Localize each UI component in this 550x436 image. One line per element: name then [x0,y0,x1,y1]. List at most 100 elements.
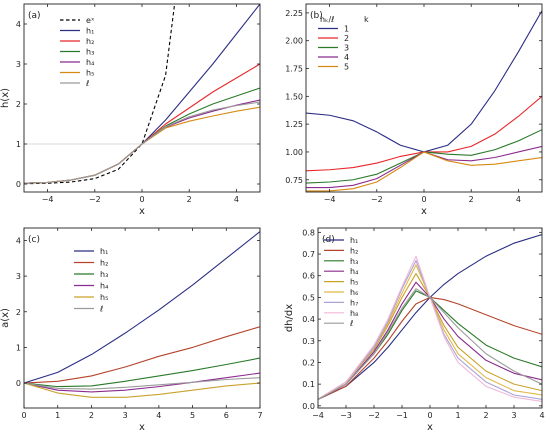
series-line-4 [24,87,260,184]
series-line-1 [318,233,542,400]
x-tick-label: 5 [190,411,195,420]
x-axis-label: x [139,422,145,433]
panel-label: (b) [310,11,323,21]
y-tick-label: 3 [16,60,21,69]
x-tick-label: 7 [257,411,262,420]
y-tick-label: 0.0 [302,402,315,411]
x-tick-label: 3 [511,411,516,420]
y-tick-label: 2 [16,100,21,109]
panel-label: (c) [28,235,40,245]
legend-entry-label: 2 [344,34,349,43]
series-line-1 [306,10,542,153]
x-tick-label: −2 [89,195,101,204]
legend-entry-label: h₄ [100,282,108,291]
y-tick-label: 1.25 [285,120,303,129]
legend-entry-label: 5 [344,63,349,72]
series-line-3 [24,63,260,184]
series-line-5 [318,272,542,400]
legend-entry-label: h₅ [100,293,108,302]
x-axis-label: x [421,206,427,217]
y-tick-label: 2.25 [285,9,303,18]
y-tick-label: 1.50 [285,92,303,101]
legend-entry-label: ℓ [349,319,353,328]
y-tick-label: 0 [16,180,21,189]
x-tick-label: 4 [516,195,521,204]
legend-entry-label: h₅ [350,278,358,287]
x-tick-label: 4 [539,411,544,420]
x-tick-label: −3 [340,411,352,420]
series-line-7 [318,259,542,400]
legend-entry-label: h₄ [350,267,358,276]
x-tick-label: 0 [21,411,26,420]
y-tick-label: 0.7 [302,250,315,259]
series-line-2 [24,326,260,384]
legend-entry-label: 4 [344,53,349,62]
series-group [24,4,260,185]
x-axis-label: x [139,206,145,217]
y-tick-label: 2.00 [285,37,303,46]
series-line-7 [24,101,260,184]
legend-entry-label: h₃ [350,257,358,266]
legend-title-k: k [364,15,369,24]
series-line-6 [24,377,260,390]
series-line-5 [306,151,542,192]
x-tick-label: −1 [396,411,408,420]
series-line-9 [318,288,542,400]
y-tick-label: 4 [16,236,21,245]
x-tick-label: −2 [371,195,383,204]
y-tick-label: 0 [16,379,21,388]
y-tick-label: 0.1 [302,380,315,389]
y-tick-label: 2 [16,308,21,317]
y-tick-label: 0.75 [285,176,303,185]
y-tick-label: 1 [16,343,21,352]
chart-panel-3: 0 1 2 3 4 5 6 7 0 1 2 3 4 x a(x) (c) h₁ h₂ h₃ h₄ h₅ ℓ [0,227,263,433]
x-tick-label: 2 [89,411,94,420]
legend-entry-label: ℓ [99,305,103,314]
y-tick-label: 1.00 [285,148,303,157]
panel-label: (a) [28,11,41,21]
series-line-4 [318,281,542,400]
x-tick-label: 1 [55,411,60,420]
y-tick-label: 0.6 [302,272,315,281]
legend: h₁ h₂ h₃ h₄ h₅ ℓ [74,247,108,314]
legend-entry-label: h₅ [86,69,94,78]
legend-entry-label: h₄ [86,58,94,67]
x-tick-label: 6 [224,411,229,420]
plot-frame [23,227,261,409]
legend-entry-label: 1 [344,25,349,34]
series-line-4 [24,372,260,393]
legend-entry-label: eˣ [86,16,95,25]
x-tick-label: 2 [187,195,192,204]
x-axis-label: x [427,422,433,433]
x-tick-label: 1 [455,411,460,420]
x-tick-label: 2 [483,411,488,420]
series-line-8 [318,255,542,403]
series-group [318,233,542,403]
legend-entry-label: h₂ [100,259,108,268]
legend-entry-label: h₃ [86,48,94,57]
chart-panel-2: −4 −2 0 2 4 0.75 1.00 1.25 1.50 1.75 2.00 2.25 x (b)h… [285,3,543,217]
y-tick-label: 4 [16,20,21,29]
legend-entry-label: h₂ [350,246,358,255]
legend-entry-label: h₇ [350,298,358,307]
y-tick-label: 0.3 [302,337,315,346]
x-tick-label: −4 [324,195,336,204]
series-line-2 [24,4,260,184]
legend-title: hₖ/ℓ [320,15,334,24]
y-tick-label: 3 [16,272,21,281]
series-line-6 [24,106,260,184]
y-axis-label: a(x) [0,308,11,328]
x-tick-label: 0 [427,411,432,420]
legend-entry-label: h₈ [350,309,358,318]
legend-entry-label: h₆ [350,288,358,297]
series-line-1 [24,4,176,185]
y-tick-label: 0.2 [302,358,315,367]
series-line-1 [24,231,260,384]
legend-entry-label: h₁ [100,247,108,256]
y-axis-label: dh/dx [284,304,295,332]
y-tick-label: 0.4 [302,315,315,324]
